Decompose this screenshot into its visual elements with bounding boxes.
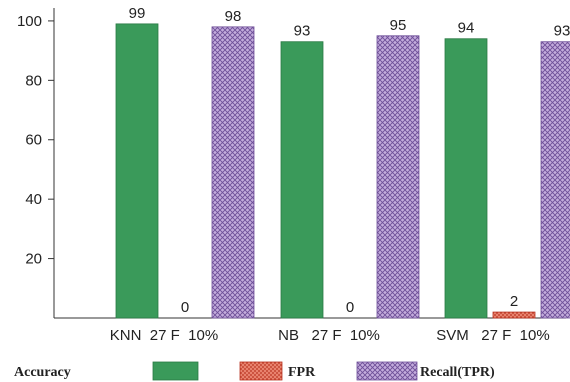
bar-recall-tpr-0 — [211, 26, 255, 319]
y-ticks: 20 40 60 80 100 — [17, 13, 54, 268]
data-label: 93 — [554, 23, 570, 40]
legend-swatch — [152, 361, 199, 381]
category-labels: KNN 27 F 10% NB 27 F 10% SVM 27 F 10% — [110, 327, 550, 344]
data-label: 94 — [458, 20, 475, 37]
data-label: 98 — [225, 8, 242, 25]
legend-label: Accuracy — [14, 365, 71, 380]
bars — [115, 23, 570, 319]
bar-recall-tpr-1 — [376, 35, 420, 319]
y-tick-label: 40 — [25, 191, 42, 208]
bar-recall-tpr-2 — [540, 41, 570, 319]
bar-accuracy-2 — [444, 38, 488, 319]
legend-swatch — [239, 361, 283, 381]
data-label: 0 — [181, 299, 189, 316]
data-label: 0 — [346, 299, 354, 316]
legend-label: FPR — [288, 365, 316, 380]
data-label: 93 — [294, 23, 311, 40]
bar-fpr-2 — [492, 311, 536, 319]
data-labels: 99 93 94 0 0 2 98 95 93 — [129, 5, 570, 316]
category-label: KNN 27 F 10% — [110, 327, 218, 344]
y-tick-label: 100 — [17, 13, 42, 30]
y-tick-label: 20 — [25, 251, 42, 268]
data-label: 95 — [390, 17, 407, 34]
y-tick-label: 80 — [25, 72, 42, 89]
data-label: 2 — [510, 293, 518, 310]
legend: Accuracy FPR Recall(TPR) — [14, 361, 495, 381]
category-label: SVM 27 F 10% — [436, 327, 549, 344]
legend-label: Recall(TPR) — [420, 365, 495, 380]
y-tick-label: 60 — [25, 132, 42, 149]
data-label: 99 — [129, 5, 146, 22]
legend-swatch — [356, 361, 418, 381]
bar-accuracy-0 — [115, 23, 159, 319]
bar-accuracy-1 — [280, 41, 324, 319]
category-label: NB 27 F 10% — [278, 327, 380, 344]
